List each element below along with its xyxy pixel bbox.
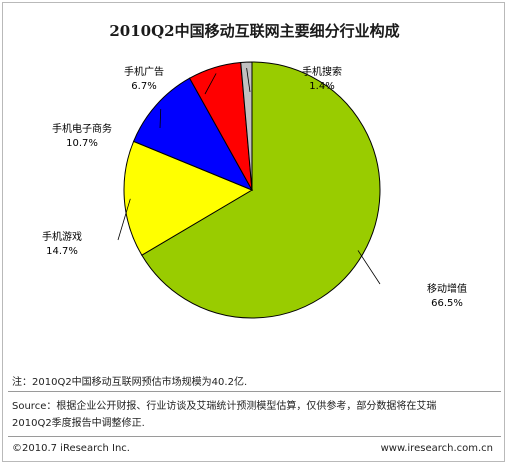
- divider-bottom: [8, 436, 501, 437]
- chart-title: 2010Q2中国移动互联网主要细分行业构成: [109, 22, 400, 40]
- slice-label-4: 手机广告: [124, 65, 164, 78]
- copyright: ©2010.7 iResearch Inc.: [12, 443, 130, 454]
- slice-value-2: 14.7%: [46, 246, 78, 257]
- leader-line-5: [246, 68, 251, 93]
- source-line-2: 2010Q2季度报告中调整修正.: [12, 418, 145, 429]
- pie-slice-3: [132, 77, 254, 192]
- slice-value-4: 6.7%: [131, 81, 156, 92]
- pie-chart: 移动增值 66.5% 手机游戏 14.7% 手机电子商务 10.7% 手机广告 6.7% 手机搜…: [42, 61, 467, 319]
- slice-label-5: 手机搜索: [302, 65, 342, 78]
- slice-label-1: 移动增值: [427, 282, 467, 295]
- source-line-1: Source：根据企业公开财报、行业访谈及艾瑞统计预测模型估算，仅供参考，部分数…: [12, 401, 437, 412]
- leader-line-1: [357, 250, 381, 285]
- divider-top: [8, 391, 501, 392]
- market-size-note: 注：2010Q2中国移动互联网预估市场规模为40.2亿.: [12, 377, 248, 388]
- website-link[interactable]: www.iresearch.com.cn: [380, 443, 493, 454]
- slice-value-5: 1.4%: [309, 81, 334, 92]
- pie-slice-2: [123, 140, 254, 256]
- slice-value-3: 10.7%: [66, 138, 98, 149]
- leader-line-2: [117, 198, 131, 241]
- slice-label-2: 手机游戏: [42, 230, 82, 243]
- slice-value-1: 66.5%: [431, 298, 463, 309]
- pie-slice-5: [240, 61, 253, 191]
- source-note: Source：根据企业公开财报、行业访谈及艾瑞统计预测模型估算，仅供参考，部分数…: [12, 398, 492, 432]
- pie-slice-1: [141, 61, 381, 319]
- leader-line-3: [159, 109, 162, 129]
- slice-label-3: 手机电子商务: [52, 122, 112, 135]
- leader-line-4: [204, 73, 217, 95]
